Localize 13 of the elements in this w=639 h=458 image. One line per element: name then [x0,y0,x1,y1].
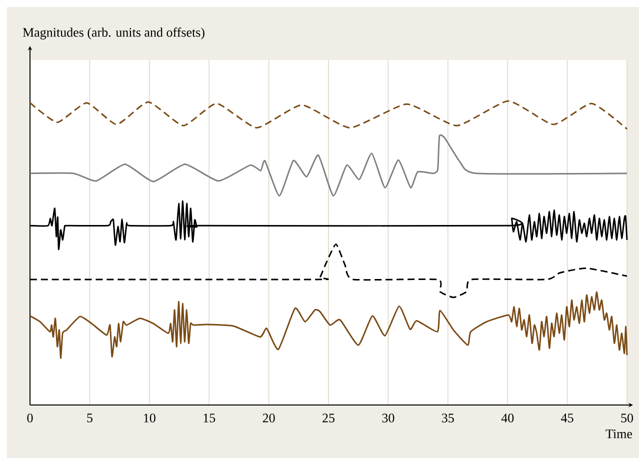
x-tick-label: 50 [621,414,634,422]
x-tick-label: 20 [262,414,275,422]
x-tick-label: 15 [204,414,216,422]
x-tick-label: 10 [144,414,156,422]
x-tick-label: 30 [382,414,394,422]
x-tick-label: 35 [442,414,454,422]
x-tick-label: 5 [87,414,92,422]
x-tick-label: 25 [322,414,334,422]
y-axis-title: Magnitudes (arb. units and offsets) [22,28,204,40]
x-tick-label: 40 [501,414,514,422]
x-axis-title: Time [606,430,632,438]
x-tick-label: 45 [561,414,574,422]
x-tick-label: 0 [27,414,33,422]
